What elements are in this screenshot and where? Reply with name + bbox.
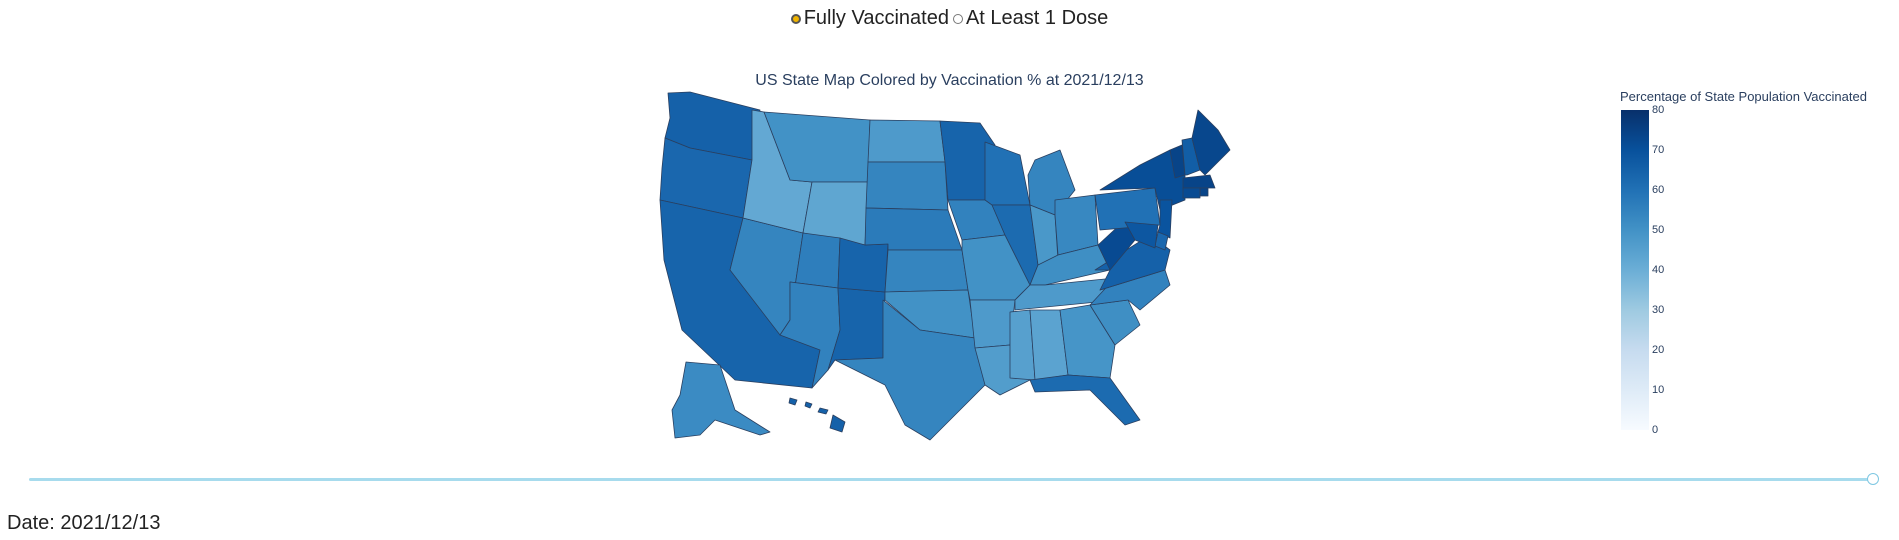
colorbar-tick-0: 0 <box>1652 424 1659 436</box>
state-nd[interactable] <box>867 119 946 163</box>
date-label: Date: 2021/12/13 <box>7 512 161 534</box>
state-me[interactable] <box>1191 109 1231 176</box>
state-md[interactable] <box>1124 221 1159 249</box>
state-co[interactable] <box>837 237 889 293</box>
state-sd[interactable] <box>865 161 949 211</box>
colorbar-tick-10: 10 <box>1652 384 1665 396</box>
state-ma[interactable] <box>1182 174 1216 189</box>
colorbar-tick-50: 50 <box>1652 224 1665 236</box>
state-ar[interactable] <box>969 299 1016 349</box>
colorbar-title: Percentage of State Population Vaccinate… <box>1620 89 1867 104</box>
state-ks[interactable] <box>884 249 969 293</box>
colorbar-tick-30: 30 <box>1652 304 1665 316</box>
state-oh[interactable] <box>1054 194 1099 256</box>
radio-dot-at-least-one-dose[interactable] <box>952 13 963 24</box>
colorbar-tick-20: 20 <box>1652 344 1665 356</box>
radio-label-at-least-one-dose: At Least 1 Dose <box>965 7 1109 29</box>
date-slider-handle[interactable] <box>1867 473 1879 485</box>
colorbar-tick-70: 70 <box>1652 144 1665 156</box>
map-title: US State Map Colored by Vaccination % at… <box>755 72 1144 89</box>
state-ne[interactable] <box>864 207 963 251</box>
colorbar-gradient <box>1621 110 1649 430</box>
state-nh[interactable] <box>1181 137 1201 176</box>
radio-label-fully-vaccinated: Fully Vaccinated <box>803 7 949 29</box>
vaccination-type-radio-group: Fully Vaccinated At Least 1 Dose <box>0 7 1899 30</box>
radio-dot-fully-vaccinated[interactable] <box>790 13 801 24</box>
colorbar-tick-80: 80 <box>1652 104 1665 116</box>
colorbar-tick-60: 60 <box>1652 184 1665 196</box>
state-ak[interactable] <box>671 361 771 439</box>
radio-at-least-one-dose[interactable]: At Least 1 Dose <box>952 7 1109 30</box>
state-ct[interactable] <box>1182 187 1201 199</box>
state-ri[interactable] <box>1199 187 1209 197</box>
colorbar-tick-40: 40 <box>1652 264 1665 276</box>
state-fl[interactable] <box>1029 374 1141 426</box>
radio-fully-vaccinated[interactable]: Fully Vaccinated <box>790 7 949 30</box>
date-slider-rail[interactable] <box>29 478 1874 481</box>
state-hi[interactable] <box>788 397 846 433</box>
state-wi[interactable] <box>984 141 1031 206</box>
state-nj[interactable] <box>1157 199 1173 239</box>
